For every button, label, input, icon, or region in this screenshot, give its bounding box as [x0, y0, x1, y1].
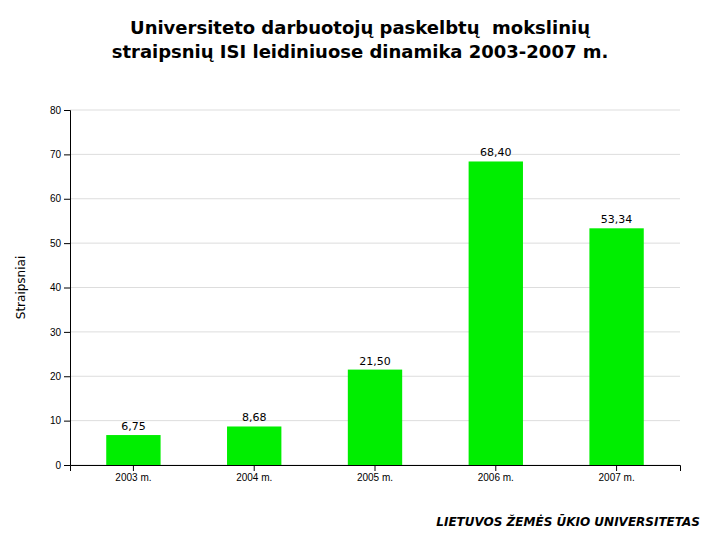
bar	[469, 161, 523, 465]
grid-line	[70, 287, 680, 288]
tick: 20	[50, 371, 70, 382]
tick: 70	[50, 149, 70, 160]
y-axis-title: Straipsniai	[14, 256, 28, 319]
chart: Universiteto darbuotojų paskelbtų moksli…	[0, 0, 720, 540]
tick-label: 2004 m.	[236, 472, 272, 483]
tick-mark	[64, 376, 70, 377]
tick: 50	[50, 238, 70, 249]
tick: 2003 m.	[115, 465, 151, 483]
data-label: 21,50	[359, 355, 391, 368]
x-axis: 2003 m. 2004 m. 2005 m. 2006 m. 2007 m.	[71, 465, 681, 483]
grid	[70, 110, 680, 465]
bars	[106, 161, 644, 465]
grid-line	[70, 110, 680, 111]
tick: 2007 m.	[599, 465, 635, 483]
axis-line	[71, 466, 681, 472]
grid-line	[70, 154, 680, 155]
tick-label: 80	[50, 105, 62, 116]
tick: 0	[55, 460, 70, 471]
footer: LIETUVOS ŽEMĖS ŪKIO UNIVERSITETAS	[436, 514, 700, 529]
tick: 80	[50, 105, 70, 116]
tick: 60	[50, 193, 70, 204]
grid-line	[70, 198, 680, 199]
tick-label: 70	[50, 149, 62, 160]
tick-label: 2003 m.	[115, 472, 151, 483]
tick: 10	[50, 415, 70, 426]
axis-line	[64, 111, 71, 466]
tick-mark	[64, 465, 70, 466]
bar	[227, 426, 281, 465]
tick-mark	[64, 243, 70, 244]
tick-mark	[495, 465, 496, 471]
tick-mark	[64, 288, 70, 289]
tick-label: 10	[50, 415, 62, 426]
tick: 2004 m.	[236, 465, 272, 483]
tick-label: 60	[50, 193, 62, 204]
tick-mark	[375, 465, 376, 471]
tick: 2006 m.	[478, 465, 514, 483]
tick-label: 50	[50, 238, 62, 249]
tick-label: 40	[50, 282, 62, 293]
data-label: 8,68	[242, 411, 267, 424]
title-line: Universiteto darbuotojų paskelbtų moksli…	[130, 17, 590, 38]
tick-mark	[64, 199, 70, 200]
tick-label: 2007 m.	[599, 472, 635, 483]
title-line: straipsnių ISI leidiniuose dinamika 2003…	[112, 41, 609, 62]
tick: 40	[50, 282, 70, 293]
data-label: 53,34	[601, 213, 633, 226]
bar	[106, 435, 160, 465]
tick-label: 0	[55, 460, 61, 471]
tick-mark	[64, 110, 70, 111]
y-axis: 0 10 20 30 40 50 60 70 80	[50, 105, 71, 471]
data-label: 6,75	[121, 420, 145, 433]
grid-line	[70, 243, 680, 244]
plot: 6,75 8,68 21,50 68,40 53,34 0 10 20 30 40 50 60 70 80…	[14, 105, 681, 483]
tick-label: 20	[50, 371, 62, 382]
bar	[348, 370, 402, 465]
tick: 30	[50, 327, 70, 338]
tick-mark	[64, 332, 70, 333]
grid-line	[70, 331, 680, 332]
tick: 2005 m.	[357, 465, 393, 483]
data-label: 68,40	[480, 146, 512, 159]
tick-mark	[133, 465, 134, 471]
tick-mark	[616, 465, 617, 471]
tick-label: 2005 m.	[357, 472, 393, 483]
tick-mark	[254, 465, 255, 471]
tick-label: 2006 m.	[478, 472, 514, 483]
data-labels: 6,75 8,68 21,50 68,40 53,34	[121, 146, 632, 433]
title: Universiteto darbuotojų paskelbtų moksli…	[112, 17, 609, 62]
bar	[589, 228, 643, 465]
tick-mark	[64, 154, 70, 155]
tick-mark	[64, 421, 70, 422]
tick-label: 30	[50, 327, 62, 338]
